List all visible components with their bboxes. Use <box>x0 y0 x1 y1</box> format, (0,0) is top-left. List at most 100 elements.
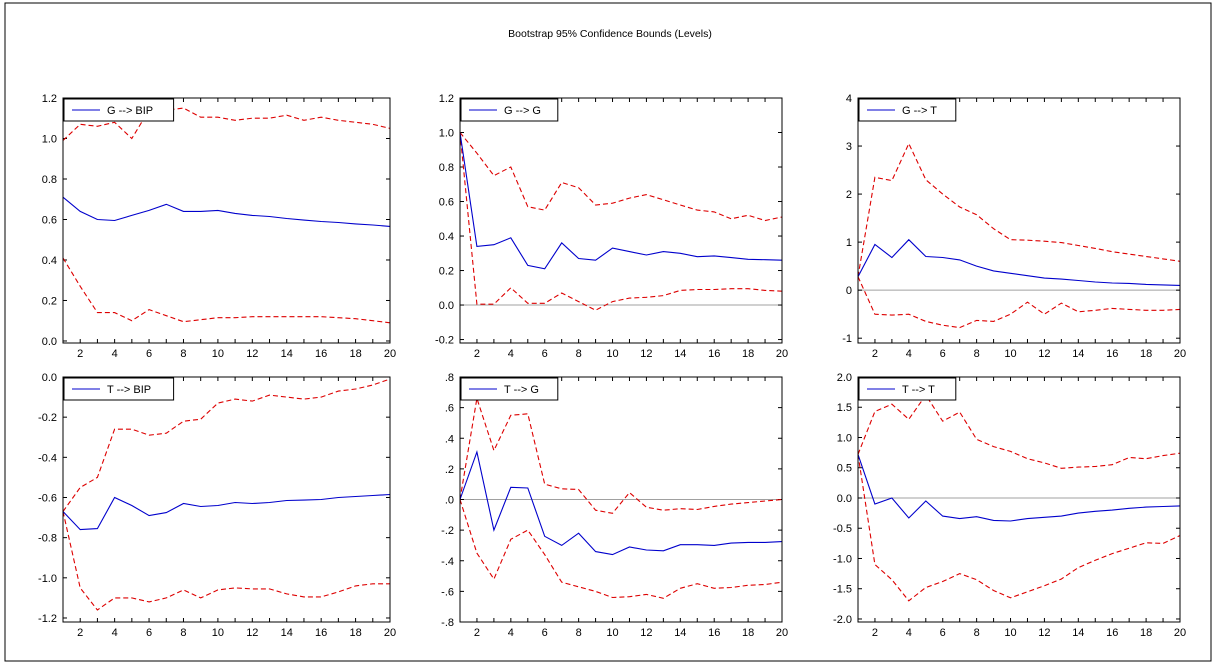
y-tick-label: 0.0 <box>42 372 57 384</box>
upper-bound-line <box>857 142 1181 277</box>
x-tick-label: 8 <box>576 348 582 360</box>
upper-bound-line <box>857 394 1181 469</box>
x-tick-label: 20 <box>1174 627 1186 639</box>
y-tick-label: 0.8 <box>439 162 454 174</box>
x-tick-label: 12 <box>246 348 258 360</box>
legend: G --> BIP <box>63 98 175 122</box>
legend-label: T --> T <box>902 384 935 396</box>
x-tick-label: 12 <box>1038 627 1050 639</box>
legend: G --> T <box>858 98 957 122</box>
lower-bound-line <box>62 511 390 611</box>
y-tick-label: 3 <box>846 141 852 153</box>
lower-bound-line <box>459 499 783 599</box>
legend-label: T --> G <box>504 384 539 396</box>
upper-bound-line <box>459 398 783 514</box>
y-tick-label: -1.0 <box>38 573 57 585</box>
x-tick-label: 4 <box>906 627 912 639</box>
x-tick-label: 14 <box>674 348 686 360</box>
legend-box <box>858 98 957 122</box>
y-tick-label: -1.0 <box>833 553 852 565</box>
x-tick-label: 6 <box>542 627 548 639</box>
response-line <box>62 493 391 531</box>
y-tick-label: 0 <box>846 285 852 297</box>
y-tick-label: -.4 <box>441 556 454 568</box>
response-line <box>459 450 783 556</box>
x-tick-label: 10 <box>212 627 224 639</box>
x-tick-label: 6 <box>940 348 946 360</box>
y-tick-label: -0.5 <box>833 523 852 535</box>
y-tick-label: 2 <box>846 189 852 201</box>
lower-bound-line <box>459 132 783 311</box>
y-tick-label: 0.8 <box>42 174 57 186</box>
response-line <box>62 196 391 227</box>
panel-4: -1.2 -1.0 -0.8 -0.6 -0.4 -0.2 0.0 2 4 6 8 10 12 14 16 1… <box>38 372 396 639</box>
y-tick-label: 1.0 <box>439 128 454 140</box>
legend: T --> BIP <box>63 377 175 401</box>
y-tick-label: -0.2 <box>38 412 57 424</box>
x-tick-label: 12 <box>640 348 652 360</box>
upper-bound-line <box>62 378 391 512</box>
x-tick-label: 18 <box>742 627 754 639</box>
legend: G --> G <box>460 98 559 122</box>
x-tick-label: 2 <box>77 627 83 639</box>
x-tick-label: 2 <box>872 348 878 360</box>
y-tick-label: -.2 <box>441 525 454 537</box>
y-tick-label: .2 <box>445 464 454 476</box>
panel-1: 0.0 0.2 0.4 0.6 0.8 1.0 1.2 2 4 6 8 10 12 14 16 18 20 G -… <box>42 93 396 360</box>
legend-label: T --> BIP <box>107 384 151 396</box>
lower-bound-line <box>857 454 1181 602</box>
y-tick-label: 1 <box>846 237 852 249</box>
x-tick-label: 8 <box>576 627 582 639</box>
y-tick-label: 1.0 <box>42 133 57 145</box>
legend: T --> G <box>460 377 559 401</box>
y-tick-label: 1.5 <box>837 402 852 414</box>
x-tick-label: 8 <box>974 348 980 360</box>
x-tick-label: 14 <box>1072 627 1084 639</box>
x-tick-label: 20 <box>776 348 788 360</box>
y-tick-label: 0.4 <box>42 255 57 267</box>
x-tick-label: 20 <box>776 627 788 639</box>
plot-frame <box>62 376 391 623</box>
x-tick-label: 16 <box>708 348 720 360</box>
x-tick-label: 12 <box>1038 348 1050 360</box>
legend-box <box>858 377 957 401</box>
y-tick-label: -0.2 <box>435 335 454 347</box>
x-tick-label: 20 <box>384 348 396 360</box>
lower-bound-line <box>62 257 391 324</box>
y-tick-label: -1 <box>842 333 852 345</box>
plot-frame <box>62 97 391 344</box>
y-tick-label: -.8 <box>441 617 454 629</box>
legend: T --> T <box>858 377 957 401</box>
y-tick-label: 0.0 <box>42 336 57 348</box>
panel-6: -2.0 -1.5 -1.0 -0.5 0.0 0.5 1.0 1.5 2.0 2 4 6 8 10 12 1… <box>833 372 1186 639</box>
x-tick-label: 12 <box>246 627 258 639</box>
x-tick-label: 6 <box>146 627 152 639</box>
x-tick-label: 16 <box>1106 627 1118 639</box>
response-line <box>857 238 1181 286</box>
y-tick-label: 0.5 <box>837 463 852 475</box>
y-tick-label: .6 <box>445 403 454 415</box>
y-tick-label: -0.6 <box>38 492 57 504</box>
y-tick-label: -1.5 <box>833 584 852 596</box>
x-tick-label: 4 <box>906 348 912 360</box>
upper-bound-line <box>459 132 783 222</box>
plot-frame <box>459 97 783 344</box>
x-tick-label: 14 <box>281 348 293 360</box>
x-tick-label: 20 <box>384 627 396 639</box>
x-tick-label: 16 <box>708 627 720 639</box>
figure-title: Bootstrap 95% Confidence Bounds (Levels) <box>508 28 712 40</box>
y-tick-label: 1.2 <box>42 93 57 105</box>
y-tick-label: .0 <box>445 495 454 507</box>
x-tick-label: 10 <box>606 348 618 360</box>
y-tick-label: 0.4 <box>439 231 454 243</box>
y-tick-label: -1.2 <box>38 613 57 625</box>
x-tick-label: 8 <box>180 348 186 360</box>
response-line <box>857 454 1181 522</box>
plot-frame <box>459 376 783 623</box>
x-tick-label: 6 <box>146 348 152 360</box>
y-tick-label: -2.0 <box>833 614 852 626</box>
x-tick-label: 16 <box>315 348 327 360</box>
y-tick-label: 1.2 <box>439 93 454 105</box>
